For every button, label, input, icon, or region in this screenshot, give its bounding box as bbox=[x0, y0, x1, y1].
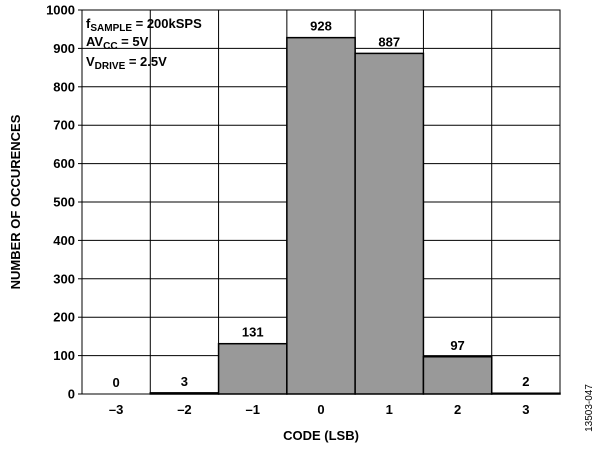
y-tick-label: 600 bbox=[53, 156, 75, 171]
x-axis-label: CODE (LSB) bbox=[283, 428, 359, 443]
data-label: 0 bbox=[113, 375, 120, 390]
plot-frame bbox=[81, 9, 561, 395]
bars bbox=[149, 36, 561, 395]
data-labels: 0 3 131 928 887 97 2 bbox=[113, 19, 530, 390]
annotation-sample-rate: fSAMPLE = 200kSPS bbox=[86, 16, 202, 34]
data-label: 887 bbox=[378, 34, 400, 49]
annotation-box: fSAMPLE = 200kSPS AVCC = 5V VDRIVE = 2.5… bbox=[86, 16, 202, 72]
data-label: 97 bbox=[450, 338, 464, 353]
y-tick-labels: 0 100 200 300 400 500 600 700 800 900 1000 bbox=[46, 3, 82, 402]
x-tick-labels: –3 –2 –1 0 1 2 3 bbox=[109, 402, 530, 417]
y-tick-label: 1000 bbox=[46, 3, 75, 18]
y-tick-label: 200 bbox=[53, 310, 75, 325]
y-tick-label: 900 bbox=[53, 41, 75, 56]
bar bbox=[422, 356, 493, 395]
y-tick-label: 400 bbox=[53, 233, 75, 248]
x-tick-label: –2 bbox=[177, 402, 191, 417]
x-tick-label: 2 bbox=[454, 402, 461, 417]
annotation-vdrive: VDRIVE = 2.5V bbox=[86, 54, 167, 72]
y-tick-label: 300 bbox=[53, 271, 75, 286]
y-tick-label: 700 bbox=[53, 118, 75, 133]
data-label: 2 bbox=[522, 374, 529, 389]
y-tick-label: 500 bbox=[53, 195, 75, 210]
x-tick-label: 1 bbox=[386, 402, 393, 417]
data-label: 3 bbox=[181, 374, 188, 389]
data-label: 131 bbox=[242, 325, 264, 340]
x-tick-label: 3 bbox=[522, 402, 529, 417]
x-tick-label: –1 bbox=[245, 402, 259, 417]
annotation-avcc: AVCC = 5V bbox=[86, 34, 149, 52]
y-tick-label: 0 bbox=[68, 387, 75, 402]
bar bbox=[217, 342, 288, 395]
y-tick-label: 800 bbox=[53, 79, 75, 94]
y-tick-label: 100 bbox=[53, 348, 75, 363]
bar bbox=[286, 36, 356, 395]
y-axis-label: NUMBER OF OCCURENCES bbox=[8, 114, 23, 289]
x-tick-label: –3 bbox=[109, 402, 123, 417]
x-tick-label: 0 bbox=[317, 402, 324, 417]
data-label: 928 bbox=[310, 19, 332, 34]
figure-id: 13503-047 bbox=[584, 384, 595, 432]
bar bbox=[354, 52, 425, 395]
